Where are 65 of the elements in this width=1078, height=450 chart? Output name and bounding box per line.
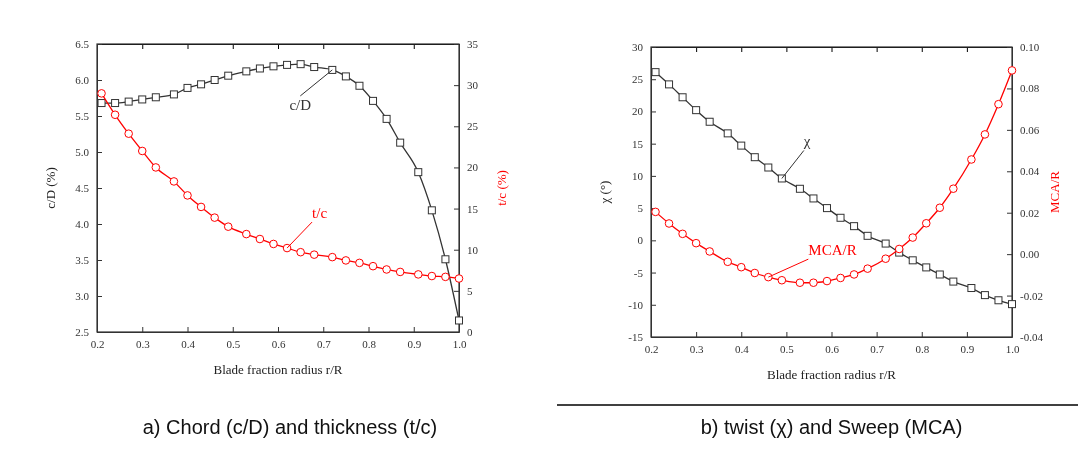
x-axis-title: Blade fraction radius r/R	[767, 367, 897, 382]
y2-tick-label: -0.02	[1020, 289, 1043, 302]
x-tick-label: 0.9	[960, 342, 975, 355]
text: a) Chord (c/D) and thickness (t/c)	[142, 416, 438, 438]
y2-tick-label: 0.10	[1020, 41, 1040, 54]
y2-tick-label: 0.04	[1020, 165, 1040, 178]
y2-tick-label: 0	[467, 326, 473, 339]
y2-axis-title: MCA/R	[1047, 170, 1062, 213]
y-tick-label: -10	[628, 298, 644, 311]
y-tick-label: 4.0	[75, 218, 90, 231]
y2-tick-label: 0.08	[1020, 82, 1040, 95]
x-tick-label: 0.3	[135, 337, 151, 350]
y-tick-label: -5	[633, 266, 644, 279]
y2-tick-label: 10	[467, 243, 479, 256]
x-tick-label: 0.6	[825, 342, 840, 355]
y-tick-label: -15	[628, 331, 644, 344]
series-label: MCA/R	[808, 242, 857, 259]
x-tick-label: 0.3	[689, 342, 704, 355]
x-tick-label: 0.4	[734, 342, 750, 355]
y2-tick-label: 30	[467, 79, 479, 92]
y2-axis-title: t/c (%)	[494, 170, 509, 206]
series-label: t/c	[312, 205, 328, 222]
y-tick-label: 10	[632, 169, 644, 182]
y-tick-label: 5	[637, 202, 644, 215]
x-tick-label: 0.5	[780, 342, 795, 355]
x-tick-label: 0.5	[226, 337, 241, 350]
y2-tick-label: 5	[467, 284, 473, 297]
y2-tick-label: 25	[467, 120, 479, 133]
y2-tick-label: 15	[467, 202, 479, 215]
y2-tick-label: 35	[467, 38, 479, 51]
y-tick-label: 5.5	[75, 110, 90, 123]
x-tick-label: 0.7	[870, 342, 885, 355]
x-axis-title: Blade fraction radius r/R	[213, 362, 343, 377]
y-tick-label: 30	[632, 41, 644, 54]
y-tick-label: 5.0	[75, 146, 90, 159]
x-tick-label: 0.2	[644, 342, 659, 355]
x-tick-label: 0.8	[915, 342, 930, 355]
y2-tick-label: -0.04	[1020, 331, 1044, 344]
y-tick-label: 6.5	[75, 38, 90, 51]
x-tick-label: 0.7	[316, 337, 332, 350]
x-tick-label: 0.6	[271, 337, 286, 350]
x-tick-label: 1.0	[452, 337, 467, 350]
y2-tick-label: 20	[467, 161, 479, 174]
y-axis-title: c/D (%)	[43, 167, 58, 209]
x-tick-label: 0.9	[407, 337, 422, 350]
y-tick-label: 25	[632, 73, 644, 86]
legend-label: c/D	[289, 96, 312, 113]
y-tick-label: 15	[632, 137, 644, 150]
x-tick-label: 0.2	[90, 337, 105, 350]
text: χ	[802, 133, 811, 150]
y-tick-label: 4.5	[75, 182, 90, 195]
x-tick-label: 0.8	[362, 337, 377, 350]
y2-tick-label: 0.02	[1020, 206, 1040, 219]
x-tick-label: 1.0	[1005, 342, 1020, 355]
y-tick-label: 20	[632, 105, 644, 118]
y-axis-title: χ (°)	[597, 180, 612, 205]
y-tick-label: 0	[637, 234, 644, 247]
y2-tick-label: 0.06	[1020, 123, 1040, 136]
y-tick-label: 3.0	[75, 290, 90, 303]
x-tick-label: 0.4	[181, 337, 196, 350]
text: b) twist (χ) and Sweep (MCA)	[700, 416, 963, 438]
y-tick-label: 3.5	[75, 254, 90, 267]
y-tick-label: 2.5	[75, 326, 90, 339]
y2-tick-label: 0.00	[1020, 248, 1040, 261]
y-tick-label: 6.0	[75, 74, 90, 87]
